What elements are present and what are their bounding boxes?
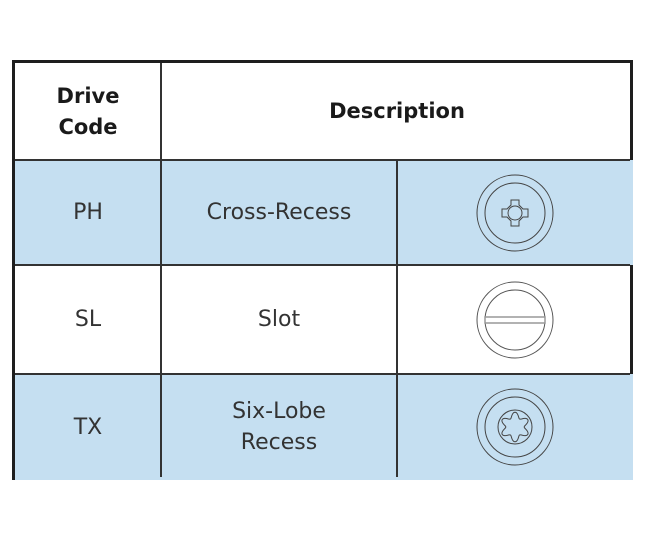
torx-drive-icon xyxy=(397,374,633,480)
phillips-drive-icon xyxy=(397,160,633,265)
row-tx-description-line1: Six-Lobe xyxy=(232,399,326,424)
slotted-drive-icon xyxy=(397,265,633,374)
header-description: Description xyxy=(329,99,465,123)
row-sl-code: SL xyxy=(74,307,102,332)
row-sl-description: Slot xyxy=(257,307,301,332)
row-tx-description: Six-Lobe Recess xyxy=(161,374,397,480)
header-drive-code: Drive Code xyxy=(15,63,161,160)
column-divider xyxy=(160,63,162,477)
row-tx-code: TX xyxy=(73,414,103,440)
header-code-label: Code xyxy=(58,114,118,139)
drive-code-table: Drive Code Description PH Cross-Recess S… xyxy=(12,60,633,480)
row-divider xyxy=(15,373,630,375)
row-divider xyxy=(15,264,630,266)
row-ph-code: PH xyxy=(73,200,103,225)
column-divider xyxy=(396,159,398,477)
header-drive-label: Drive xyxy=(56,83,120,108)
row-tx-description-line2: Recess xyxy=(240,430,318,455)
row-ph-description: Cross-Recess xyxy=(206,200,352,225)
header-divider xyxy=(15,159,630,161)
